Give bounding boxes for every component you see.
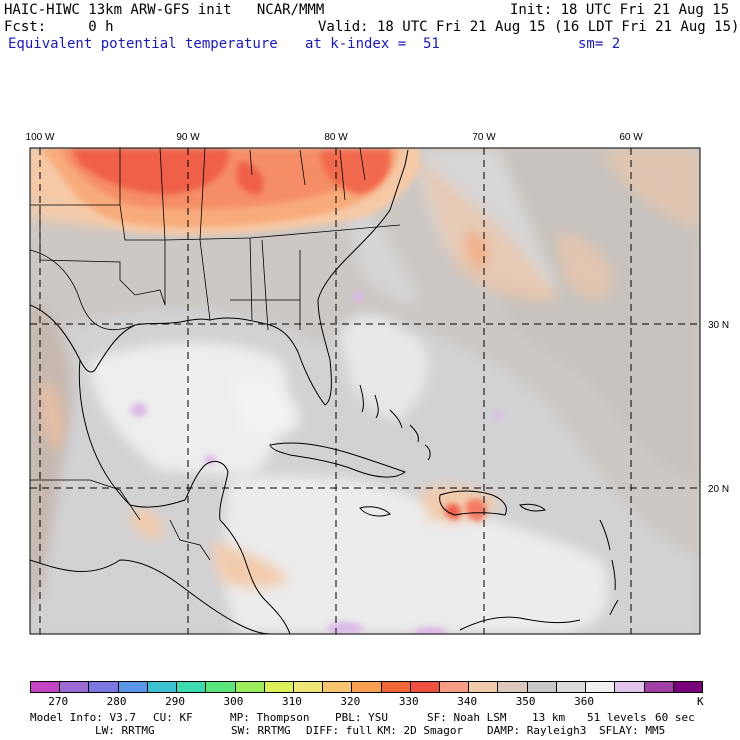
colorbar-segment: [351, 681, 382, 693]
colorbar-segment: [176, 681, 207, 693]
colorbar-tick-label: 320: [340, 695, 361, 708]
colorbar-segment: [614, 681, 645, 693]
forecast-hour: Fcst: 0 h: [4, 19, 114, 35]
footer-item: SF: Noah LSM: [427, 711, 507, 724]
colorbar-tick-label: 340: [457, 695, 478, 708]
colorbar-segment: [409, 681, 441, 693]
smoothing-value: sm= 2: [578, 36, 621, 52]
colorbar-segment: [59, 681, 90, 693]
lon-label-70w: 70 W: [472, 132, 496, 143]
colorbar-segment: [263, 681, 294, 693]
lon-label-90w: 90 W: [176, 132, 200, 143]
colorbar-segment: [205, 681, 236, 693]
footer-item: KM: 2D Smagor: [377, 724, 464, 737]
colorbar-segment: [585, 681, 616, 693]
level-index: at k-index = 51: [305, 36, 440, 52]
footer-item: 13 km: [532, 711, 566, 724]
colorbar-segment: [88, 681, 119, 693]
lat-label-30n: 30 N: [708, 320, 729, 331]
coastlines: [30, 149, 619, 634]
colorbar-tick-label: 310: [281, 695, 302, 708]
footer-item: DAMP: Rayleigh3: [487, 724, 587, 737]
footer-item: DIFF: full: [306, 724, 373, 737]
colorbar-tick-label: 300: [223, 695, 244, 708]
field-name: Equivalent potential temperature: [8, 36, 278, 52]
footer-item: SFLAY: MM5: [599, 724, 666, 737]
colorbar-tick-label: 290: [165, 695, 185, 708]
colorbar-segment: [468, 681, 499, 693]
colorbar-tick-label: 270: [48, 695, 69, 708]
colorbar-segment: [380, 681, 411, 693]
colorbar-segment: [439, 681, 470, 693]
colorbar-tick-label: 360: [574, 695, 594, 708]
footer-item: PBL: YSU: [335, 711, 388, 724]
colorbar-unit: K: [697, 695, 704, 708]
graticule: [30, 148, 700, 634]
colorbar-tick-label: 330: [398, 695, 419, 708]
lon-label-100w: 100 W: [26, 132, 55, 143]
lon-label-60w: 60 W: [619, 132, 643, 143]
footer-item: LW: RRTMG: [95, 724, 155, 737]
colorbar-segment: [292, 681, 324, 693]
colorbar-segment: [497, 681, 528, 693]
colorbar-tick-label: 280: [106, 695, 127, 708]
colorbar-segment: [146, 681, 178, 693]
lon-label-80w: 80 W: [324, 132, 348, 143]
colorbar-segment: [30, 681, 61, 693]
colorbar-segment: [117, 681, 148, 693]
footer-item: MP: Thompson: [230, 711, 310, 724]
colorbar-segment: [643, 681, 674, 693]
model-title: HAIC-HIWC 13km ARW-GFS init NCAR/MMM: [4, 2, 325, 18]
init-time: Init: 18 UTC Fri 21 Aug 15: [510, 2, 730, 18]
colorbar-segment: [555, 681, 587, 693]
colorbar-segment: [526, 681, 557, 693]
map-frame: [29, 147, 701, 635]
map-panel: 100 W 90 W 80 W 70 W 60 W 30 N 20 N: [26, 132, 729, 635]
colorbar-segment: [672, 681, 703, 693]
colorbar-tick-label: 350: [515, 695, 536, 708]
colorbar-segment: [234, 681, 265, 693]
valid-time: Valid: 18 UTC Fri 21 Aug 15 (16 LDT Fri …: [318, 19, 740, 35]
lat-label-20n: 20 N: [708, 484, 729, 495]
footer-item: Model Info: V3.7: [30, 711, 136, 724]
colorbar-segment: [322, 681, 353, 693]
footer-item: 51 levels: [587, 711, 647, 724]
footer-item: SW: RRTMG: [231, 724, 291, 737]
footer-item: CU: KF: [153, 711, 193, 724]
footer-item: 60 sec: [655, 711, 695, 724]
state-borders: [30, 148, 401, 561]
